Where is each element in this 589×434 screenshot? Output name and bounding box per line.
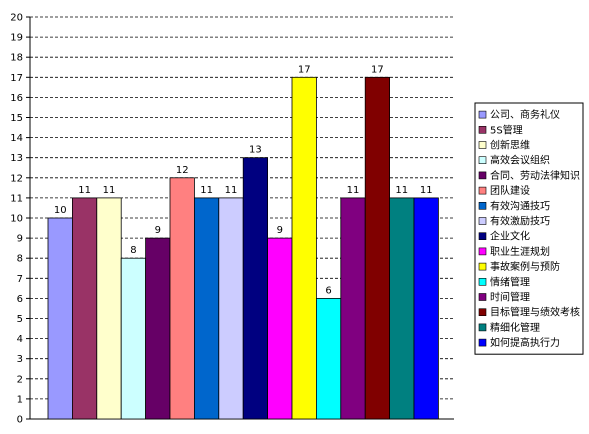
y-tick-label: 6 <box>17 294 23 305</box>
legend-label: 职业生涯规划 <box>490 245 550 258</box>
y-tick-label: 8 <box>17 254 23 265</box>
y-tick-label: 18 <box>10 53 23 64</box>
bar-value-label: 17 <box>371 64 384 75</box>
y-tick-label: 0 <box>17 415 23 426</box>
bar-value-label: 11 <box>225 185 238 196</box>
bar <box>47 217 73 420</box>
legend-swatch <box>478 202 487 210</box>
legend-swatch <box>478 156 487 164</box>
legend-label: 目标管理与绩效考核 <box>490 306 580 319</box>
bar <box>169 177 195 420</box>
legend-box <box>474 102 584 355</box>
legend-label: 团队建设 <box>490 184 530 197</box>
y-tick-label: 10 <box>10 214 23 225</box>
legend-label: 如何提高执行力 <box>490 336 560 349</box>
y-tick-label: 4 <box>17 334 23 345</box>
legend-swatch <box>478 171 487 180</box>
legend-swatch <box>478 293 487 301</box>
legend-label: 有效激励技巧 <box>490 215 550 228</box>
data-labels: 10 11 11 8 9 12 11 11 13 9 17 6 11 17 11 11 <box>54 64 433 296</box>
legend-swatch <box>478 247 487 256</box>
bar-value-label: 12 <box>176 165 189 176</box>
legend-swatch <box>478 110 487 119</box>
bar-value-label: 11 <box>200 185 213 196</box>
y-tick-label: 11 <box>10 193 23 204</box>
bar <box>267 237 293 420</box>
bar-value-label: 10 <box>54 205 67 216</box>
legend-label: 企业文化 <box>490 230 530 243</box>
y-tick-label: 13 <box>10 153 23 164</box>
bar-value-label: 11 <box>420 185 433 196</box>
bar <box>389 197 415 420</box>
bar <box>315 297 342 420</box>
legend-label: 5S管理 <box>490 123 523 136</box>
legend-label: 合同、劳动法律知识 <box>490 169 580 182</box>
legend-label: 精细化管理 <box>490 321 540 334</box>
legend: 公司、商务礼仪 5S管理创新思维高效会议组织合同、劳动法律知识团队建设有效沟通技巧… <box>474 102 584 355</box>
y-tick-label: 1 <box>17 394 23 405</box>
bar <box>340 197 366 420</box>
bar-value-label: 9 <box>155 225 161 236</box>
bars <box>47 76 439 420</box>
bar-value-label: 17 <box>298 64 311 75</box>
y-tick-label: 19 <box>10 33 23 44</box>
legend-label: 高效会议组织 <box>490 154 550 167</box>
y-tick-label: 12 <box>10 173 23 184</box>
bar-value-label: 8 <box>130 245 136 256</box>
legend-label: 情绪管理 <box>490 275 530 288</box>
legend-swatch <box>478 126 487 134</box>
bar-value-label: 11 <box>103 185 116 196</box>
y-tick-label: 16 <box>10 93 23 104</box>
legend-swatch <box>478 277 487 286</box>
legend-swatch <box>478 308 487 317</box>
legend-label: 公司、商务礼仪 <box>490 108 560 121</box>
bar <box>242 157 268 420</box>
legend-swatch <box>478 217 487 225</box>
bar-value-label: 11 <box>78 185 91 196</box>
y-tick-label: 14 <box>10 133 23 144</box>
y-tick-label: 9 <box>17 234 23 245</box>
bar-value-label: 9 <box>277 225 283 236</box>
y-tick-label: 20 <box>10 13 23 24</box>
bar-value-label: 6 <box>325 285 331 296</box>
bar-value-label: 11 <box>347 185 360 196</box>
legend-swatch <box>478 323 487 332</box>
legend-swatch <box>478 338 487 347</box>
bar <box>96 197 122 420</box>
bar-value-label: 11 <box>395 185 408 196</box>
bar <box>413 197 439 420</box>
y-tick-label: 15 <box>10 113 23 124</box>
legend-label: 创新思维 <box>490 139 530 152</box>
bar <box>218 197 244 420</box>
y-tick-label: 7 <box>17 274 23 285</box>
legend-label: 有效沟通技巧 <box>490 199 550 212</box>
legend-swatch <box>478 186 487 195</box>
bar <box>364 76 391 420</box>
legend-swatch <box>478 262 487 271</box>
legend-label: 事故案例与预防 <box>490 260 560 273</box>
legend-swatch <box>478 232 487 240</box>
bar <box>72 197 98 420</box>
y-tick-label: 5 <box>17 314 23 325</box>
y-tick-label: 2 <box>17 374 23 385</box>
bar <box>291 76 317 420</box>
bar-value-label: 13 <box>249 145 262 156</box>
legend-swatch <box>478 141 487 149</box>
y-tick-label: 17 <box>10 73 23 84</box>
legend-label: 时间管理 <box>490 291 530 304</box>
bar <box>120 257 146 420</box>
bar <box>145 237 171 420</box>
bar <box>193 197 220 420</box>
y-tick-label: 3 <box>17 354 23 365</box>
